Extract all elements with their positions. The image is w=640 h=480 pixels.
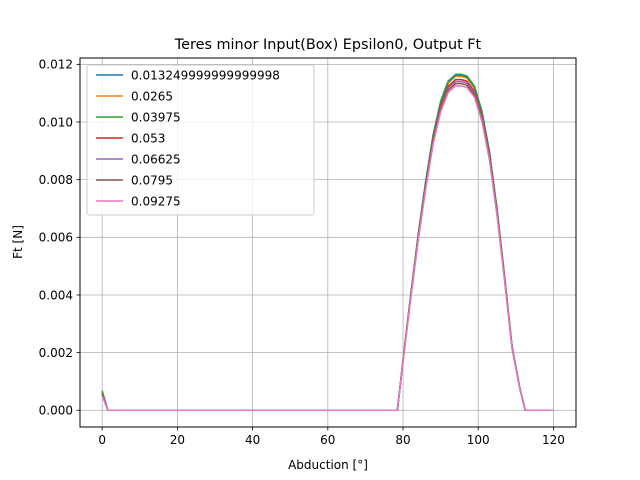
legend-entry-label: 0.0265 <box>131 89 173 103</box>
y-tick-label: 0.010 <box>39 115 73 129</box>
x-tick-label: 20 <box>170 433 185 447</box>
y-tick-label: 0.008 <box>39 173 73 187</box>
x-tick-label: 60 <box>320 433 335 447</box>
x-axis-label: Abduction [°] <box>288 458 368 472</box>
legend: 0.013249999999999998 0.0265 0.03975 0.053 0.… <box>86 64 315 216</box>
x-tick-label: 80 <box>395 433 410 447</box>
y-tick-label: 0.004 <box>39 288 73 302</box>
legend-entry-label: 0.013249999999999998 <box>131 68 280 82</box>
legend-box <box>86 64 315 216</box>
x-tick-label: 100 <box>467 433 490 447</box>
x-tick-label: 0 <box>98 433 106 447</box>
legend-entry-label: 0.09275 <box>131 194 181 208</box>
y-tick-label: 0.002 <box>39 346 73 360</box>
legend-entry-label: 0.0795 <box>131 173 173 187</box>
x-tick-label: 40 <box>245 433 260 447</box>
ticks: 0 20 40 60 80 100 120 0.000 0.002 0.004 0.006 0.008… <box>39 58 565 447</box>
legend-entry-label: 0.03975 <box>131 110 181 124</box>
y-tick-label: 0.012 <box>39 58 73 72</box>
legend-entry-label: 0.06625 <box>131 152 181 166</box>
series-line-7 <box>101 85 554 412</box>
legend-entry-label: 0.053 <box>131 131 165 145</box>
y-axis-label: Ft [N] <box>11 225 25 259</box>
y-tick-label: 0.006 <box>39 231 73 245</box>
chart-title: Teres minor Input(Box) Epsilon0, Output … <box>174 37 482 53</box>
x-tick-label: 120 <box>542 433 565 447</box>
y-tick-label: 0.000 <box>39 404 73 418</box>
series-lines <box>101 73 554 412</box>
